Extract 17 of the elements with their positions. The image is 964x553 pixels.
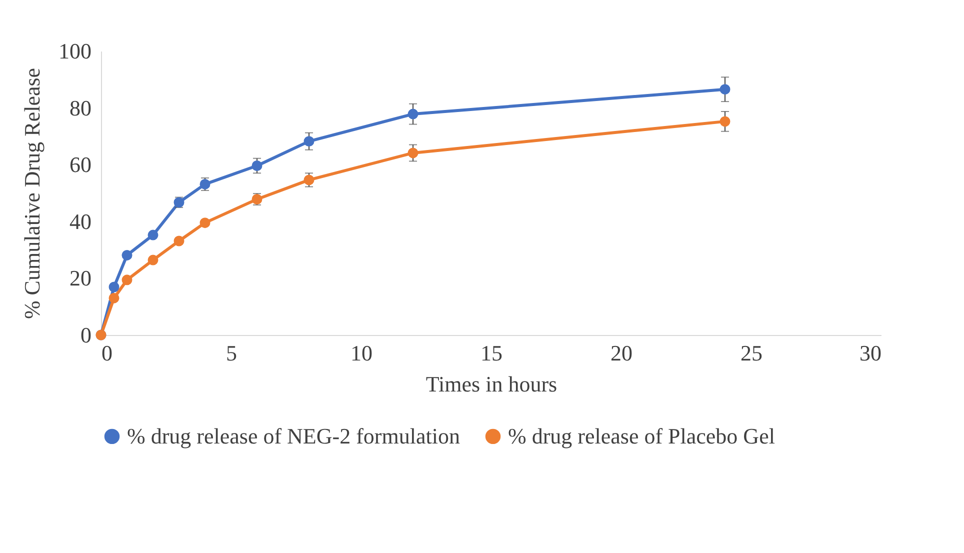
y-tick-label: 60 <box>70 152 92 178</box>
legend-label: % drug release of NEG-2 formulation <box>127 423 460 448</box>
y-tick-label: 40 <box>70 208 92 234</box>
y-axis-title: % Cumulative Drug Release <box>20 68 44 320</box>
x-tick-label: 20 <box>610 340 632 366</box>
y-tick-label: 20 <box>70 266 92 291</box>
x-tick-label: 15 <box>480 340 502 366</box>
x-tick-label: 10 <box>350 340 372 366</box>
y-tick-label: 0 <box>80 322 92 348</box>
y-tick-label: 80 <box>70 95 92 120</box>
x-tick-label: 0 <box>102 340 112 366</box>
x-tick-label: 5 <box>226 340 237 366</box>
x-tick-label: 30 <box>860 340 882 366</box>
y-tick-label: 100 <box>58 38 92 64</box>
legend-label: % drug release of Placebo Gel <box>508 423 775 448</box>
x-axis-title: Times in hours <box>426 372 558 396</box>
x-tick-label: 25 <box>740 340 762 366</box>
